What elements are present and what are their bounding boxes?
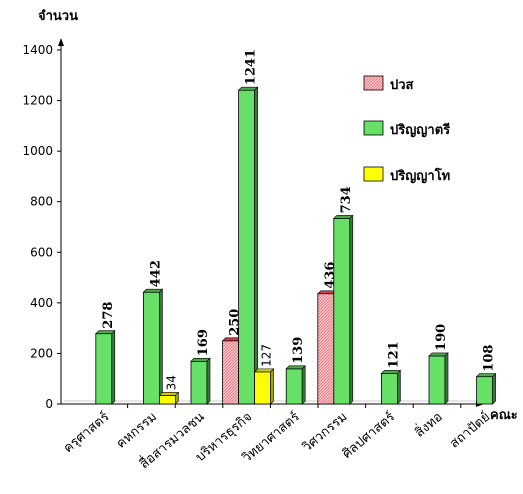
y-tick-label: 1200 [22,94,53,108]
bar-front [333,218,351,405]
bar-side [270,368,274,405]
legend-swatch [363,120,384,136]
bar-front [222,340,240,405]
bar-side [159,288,163,405]
value-label: 139 [291,337,306,364]
bar-ปริญญาตรี-5 [333,214,354,405]
y-tick-label: 1400 [22,43,53,57]
legend-label: ปริญญาโท [390,167,450,184]
bar-side [397,369,401,405]
value-label: 190 [434,324,449,351]
bar-front [476,376,494,405]
bar-side [301,365,306,405]
bar-ปริญญาตรี-6 [380,369,402,405]
value-label: 1241 [244,49,259,85]
value-label: 169 [196,329,211,356]
bar-side [175,391,179,405]
bar-ปริญญาตรี-0 [95,329,116,405]
x-axis-title: คณะ [490,408,518,423]
y-axis-arrow [58,38,64,46]
bar-front [380,373,398,405]
value-label: 127 [260,344,274,367]
legend-label: ปวส [390,78,414,93]
bar-ปริญญาตรี-1 [142,288,164,405]
bar-front [190,360,208,405]
bar-side [349,214,354,405]
y-tick-label: 1000 [22,144,53,158]
bar-front [254,371,272,405]
value-label: 734 [339,186,354,213]
y-tick-label: 200 [30,346,53,360]
category-label: สิ่งทอ [411,408,445,441]
value-label: 436 [323,262,338,289]
bar-front [428,355,446,405]
bar-front [142,291,160,405]
y-tick-label: 400 [30,296,53,310]
bar-ปริญญาตรี-4 [285,365,306,405]
category-label: สถาปัตย์ [447,409,494,452]
value-label: 250 [228,309,243,336]
bar-ปริญญาโท-1 [158,391,180,405]
category-label: ศิลปศาสตร์ [339,409,398,462]
bar-side [206,357,211,405]
bar-ปริญญาตรี-8 [475,372,497,405]
bar-ปริญญาตรี-7 [428,352,449,405]
bar-front [95,333,113,405]
legend-swatch [363,75,384,91]
value-label: 442 [148,260,163,287]
y-tick-label: 600 [30,245,53,259]
bar-side [492,372,496,405]
y-axis-title: จำนวน [38,8,78,24]
value-label: 108 [482,345,497,372]
value-label: 34 [164,375,178,390]
category-label: ครุศาสตร์ [60,409,112,456]
bar-ปริญญาตรี-3 [237,86,259,405]
bar-front [317,293,335,405]
legend-swatch [363,166,384,182]
legend-label: ปริญญาตรี [390,122,450,138]
bar-side [111,329,116,405]
category-label: คหกรรม [114,410,160,452]
bar-side [444,352,449,405]
bar-ปริญญาตรี-2 [190,357,211,405]
bar-front [158,395,176,405]
bar-side [254,86,258,405]
value-label: 278 [101,302,116,329]
bar-front [285,368,303,405]
bar-ปริญญาโท-3 [253,368,275,405]
y-tick-label: 0 [45,397,53,411]
bar-front [238,89,256,405]
y-tick-label: 800 [30,195,53,209]
value-label: 121 [386,341,401,368]
